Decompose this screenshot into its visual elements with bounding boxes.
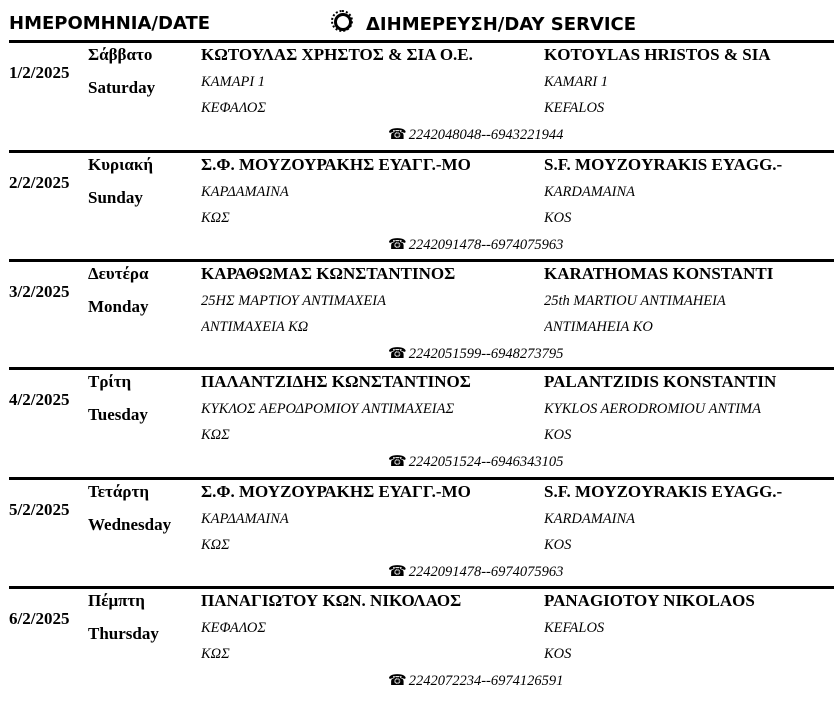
address-line2-greek: ΚΩΣ xyxy=(201,427,230,443)
address-line1-greek: ΚΑΡΔΑΜΑΙΝΑ xyxy=(201,184,289,200)
address-line1-english: KAMARI 1 xyxy=(544,74,609,90)
address-line1-english: KEFALOS xyxy=(544,620,605,636)
address-line2-english: KEFALOS xyxy=(544,100,605,116)
address-line1-english: 25th MARTIOU ANTIMAHEIA xyxy=(544,293,726,309)
phone-line: ☎ 2242048048--6943221944 xyxy=(388,125,563,144)
date-column-heading: ΗΜΕΡΟΜΗΝΙΑ/DATE xyxy=(9,13,211,34)
address-line2-greek: ΑΝΤΙΜΑΧΕΙΑ ΚΩ xyxy=(201,319,309,335)
schedule-entry: 3/2/2025 Δευτέρα Monday ΚΑΡΑΘΩΜΑΣ ΚΩΝΣΤΑ… xyxy=(0,259,834,369)
schedule-header: ΗΜΕΡΟΜΗΝΙΑ/DATE ΔΙΗΜΕΡΕΥΣΗ/DAY SERVICE xyxy=(0,0,834,40)
address-line1-english: KARDAMAINA xyxy=(544,511,636,527)
pharmacy-name-greek: ΠΑΝΑΓΙΩΤΟΥ ΚΩΝ. ΝΙΚΟΛΑΟΣ xyxy=(201,591,462,610)
schedule-entry: 6/2/2025 Πέμπτη Thursday ΠΑΝΑΓΙΩΤΟΥ ΚΩΝ.… xyxy=(0,586,834,696)
entry-day-english: Monday xyxy=(88,297,149,316)
schedule-entry: 1/2/2025 Σάββατο Saturday ΚΩΤΟΥΛΑΣ ΧΡΗΣΤ… xyxy=(0,40,834,150)
pharmacy-name-english: PALANTZIDIS KONSTANTIN xyxy=(544,372,777,391)
entry-day-english: Saturday xyxy=(88,78,156,97)
entry-day-english: Wednesday xyxy=(88,515,172,534)
schedule-entry: 5/2/2025 Τετάρτη Wednesday Σ.Φ. ΜΟΥΖΟΥΡΑ… xyxy=(0,477,834,587)
entry-date: 6/2/2025 xyxy=(9,609,70,628)
address-line2-greek: ΚΩΣ xyxy=(201,646,230,662)
address-line2-greek: ΚΩΣ xyxy=(201,537,230,553)
pharmacy-name-greek: Σ.Φ. ΜΟΥΖΟΥΡΑΚΗΣ ΕΥΑΓΓ.-ΜΟ xyxy=(201,155,471,174)
entry-divider xyxy=(9,150,834,153)
schedule-entry: 2/2/2025 Κυριακή Sunday Σ.Φ. ΜΟΥΖΟΥΡΑΚΗΣ… xyxy=(0,150,834,260)
entry-day-greek: Κυριακή xyxy=(88,155,153,174)
phone-line: ☎ 2242072234--6974126591 xyxy=(388,671,563,690)
entry-divider xyxy=(9,477,834,480)
address-line1-english: KYKLOS AERODROMIOU ANTIMA xyxy=(544,401,761,417)
entry-day-greek: Πέμπτη xyxy=(88,591,145,610)
entry-day-greek: Σάββατο xyxy=(88,45,153,64)
pharmacy-name-english: S.F. MOYZOYRAKIS EYAGG.- xyxy=(544,155,783,174)
address-line2-greek: ΚΕΦΑΛΟΣ xyxy=(201,100,266,116)
telephone-icon: ☎ xyxy=(388,346,407,362)
address-line1-english: KARDAMAINA xyxy=(544,184,636,200)
pharmacy-name-greek: ΚΑΡΑΘΩΜΑΣ ΚΩΝΣΤΑΝΤΙΝΟΣ xyxy=(201,264,456,283)
pharmacy-name-english: S.F. MOYZOYRAKIS EYAGG.- xyxy=(544,482,783,501)
phone-numbers: 2242051524--6946343105 xyxy=(408,454,564,470)
pharmacy-name-greek: ΚΩΤΟΥΛΑΣ ΧΡΗΣΤΟΣ & ΣΙΑ Ο.Ε. xyxy=(201,45,473,64)
entry-day-english: Sunday xyxy=(88,188,143,207)
address-line2-english: KOS xyxy=(544,210,572,226)
phone-line: ☎ 2242051524--6946343105 xyxy=(388,452,563,471)
address-line1-greek: ΚΥΚΛΟΣ ΑΕΡΟΔΡΟΜΙΟΥ ΑΝΤΙΜΑΧΕΙΑΣ xyxy=(201,401,455,417)
entry-day-english: Thursday xyxy=(88,624,159,643)
address-line2-english: ANTIMAHEIA KO xyxy=(544,319,653,335)
telephone-icon: ☎ xyxy=(388,673,407,689)
address-line1-greek: 25ΗΣ ΜΑΡΤΙΟΥ ΑΝΤΙΜΑΧΕΙΑ xyxy=(201,293,386,309)
pharmacy-name-english: PANAGIOTOY NIKOLAOS xyxy=(544,591,755,610)
telephone-icon: ☎ xyxy=(388,564,407,580)
entry-divider xyxy=(9,259,834,262)
address-line1-greek: ΚΑΜΑΡΙ 1 xyxy=(201,74,266,90)
address-line1-greek: ΚΕΦΑΛΟΣ xyxy=(201,620,266,636)
entry-date: 5/2/2025 xyxy=(9,500,70,519)
phone-numbers: 2242072234--6974126591 xyxy=(408,673,564,689)
phone-line: ☎ 2242091478--6974075963 xyxy=(388,235,563,254)
entry-date: 3/2/2025 xyxy=(9,282,70,301)
phone-numbers: 2242091478--6974075963 xyxy=(408,564,564,580)
address-line2-english: KOS xyxy=(544,427,572,443)
telephone-icon: ☎ xyxy=(388,454,407,470)
entry-divider xyxy=(9,367,834,370)
address-line1-greek: ΚΑΡΔΑΜΑΙΝΑ xyxy=(201,511,289,527)
address-line2-english: KOS xyxy=(544,646,572,662)
phone-numbers: 2242051599--6948273795 xyxy=(408,346,564,362)
entry-day-english: Tuesday xyxy=(88,405,148,424)
entry-date: 4/2/2025 xyxy=(9,390,70,409)
phone-numbers: 2242091478--6974075963 xyxy=(408,237,564,253)
entry-day-greek: Τετάρτη xyxy=(88,482,149,501)
telephone-icon: ☎ xyxy=(388,127,407,143)
pharmacy-name-greek: ΠΑΛΑΝΤΖΙΔΗΣ ΚΩΝΣΤΑΝΤΙΝΟΣ xyxy=(201,372,471,391)
phone-numbers: 2242048048--6943221944 xyxy=(408,127,564,143)
phone-line: ☎ 2242091478--6974075963 xyxy=(388,562,563,581)
telephone-icon: ☎ xyxy=(388,237,407,253)
schedule-entry: 4/2/2025 Τρίτη Tuesday ΠΑΛΑΝΤΖΙΔΗΣ ΚΩΝΣΤ… xyxy=(0,367,834,477)
entry-day-greek: Δευτέρα xyxy=(88,264,149,283)
pharmacy-name-english: KOTOYLAS HRISTOS & SIA xyxy=(544,45,771,64)
entry-date: 2/2/2025 xyxy=(9,173,70,192)
address-line2-greek: ΚΩΣ xyxy=(201,210,230,226)
pharmacy-name-greek: Σ.Φ. ΜΟΥΖΟΥΡΑΚΗΣ ΕΥΑΓΓ.-ΜΟ xyxy=(201,482,471,501)
phone-line: ☎ 2242051599--6948273795 xyxy=(388,344,563,363)
entry-divider xyxy=(9,586,834,589)
day-service-heading: ΔΙΗΜΕΡΕΥΣΗ/DAY SERVICE xyxy=(331,10,637,35)
header-divider xyxy=(9,40,834,43)
address-line2-english: KOS xyxy=(544,537,572,553)
pharmacy-name-english: KARATHOMAS KONSTANTI xyxy=(544,264,774,283)
day-service-label: ΔΙΗΜΕΡΕΥΣΗ/DAY SERVICE xyxy=(366,14,637,35)
entry-date: 1/2/2025 xyxy=(9,63,70,82)
entry-day-greek: Τρίτη xyxy=(88,372,132,391)
sun-icon xyxy=(331,10,353,32)
